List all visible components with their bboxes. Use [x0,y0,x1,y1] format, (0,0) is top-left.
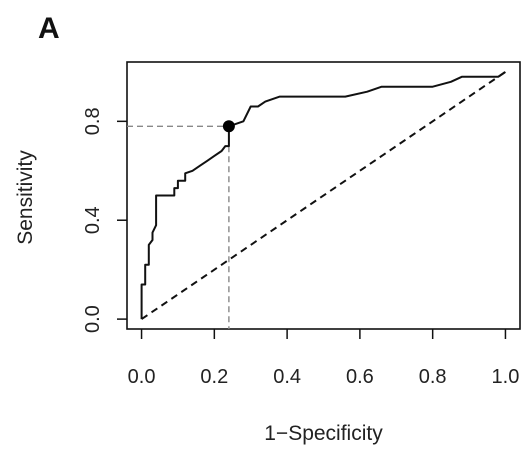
panel-label: A [38,12,60,45]
y-tick-label: 0.0 [82,305,104,333]
x-tick-label: 0.2 [200,366,228,388]
series-group [140,71,506,320]
x-tick-label: 0.4 [273,366,301,388]
x-tick-label: 0.6 [346,366,374,388]
x-tick-label: 1.0 [492,366,520,388]
plot-area [126,61,521,330]
x-axis-title: 1−Specificity [264,422,383,445]
x-tick-label: 0.0 [128,366,156,388]
diagonal-reference-line [141,71,506,320]
point-group [222,120,235,133]
axes: 0.0 0.2 0.4 0.6 0.8 1.0 0.0 0.4 0.8 [82,107,519,388]
y-tick-label: 0.4 [82,206,104,234]
plot-frame [126,61,521,330]
x-tick-label: 0.8 [419,366,447,388]
cutoff-point [222,120,235,133]
y-tick-label: 0.8 [82,107,104,135]
roc-curve-line [140,71,506,320]
reference-lines [127,125,230,329]
y-axis-title: Sensitivity [14,150,37,245]
